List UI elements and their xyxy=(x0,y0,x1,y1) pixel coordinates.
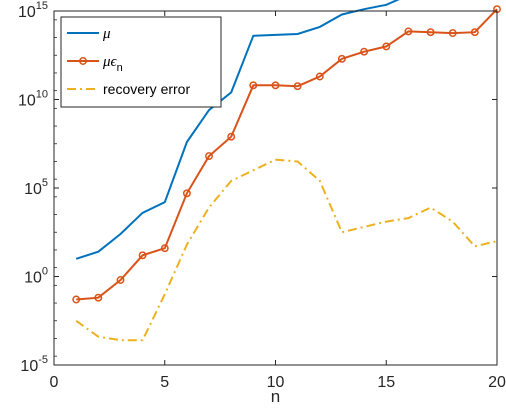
data-point xyxy=(205,152,213,161)
series-line-1 xyxy=(75,0,400,260)
data-point xyxy=(182,189,191,198)
y-tick-label: 1015 xyxy=(18,0,48,21)
y-tick-label: 105 xyxy=(24,177,48,198)
data-point xyxy=(315,72,324,81)
x-tick-label: 15 xyxy=(377,374,395,391)
data-point xyxy=(360,47,369,56)
series-layer xyxy=(72,0,501,342)
y-tick-label: 10-5 xyxy=(20,354,48,375)
data-point xyxy=(94,293,103,302)
tick-layer xyxy=(53,10,498,366)
data-point xyxy=(227,132,236,141)
series-line-3 xyxy=(75,158,498,342)
data-point xyxy=(470,28,479,37)
x-tick-label: 10 xyxy=(267,374,285,391)
data-point xyxy=(72,295,81,304)
data-point xyxy=(337,54,346,63)
legend-label: μ xyxy=(102,26,111,42)
data-point xyxy=(426,28,435,37)
legend: μ μϵn recovery error xyxy=(60,16,222,108)
data-point xyxy=(404,27,413,36)
x-axis-label: n xyxy=(271,387,280,406)
data-point xyxy=(138,251,147,260)
x-tick-label: 0 xyxy=(50,374,59,391)
y-tick-label: 100 xyxy=(24,266,48,287)
data-point xyxy=(116,276,125,284)
data-point xyxy=(382,42,391,51)
data-point xyxy=(160,244,169,253)
data-point xyxy=(293,82,302,91)
y-tick-label: 1010 xyxy=(18,89,48,110)
data-point xyxy=(271,81,280,90)
data-point xyxy=(448,29,457,38)
legend-label: recovery error xyxy=(103,81,190,97)
data-point xyxy=(249,81,258,90)
x-tick-label: 20 xyxy=(488,374,506,391)
legend-label: μϵn xyxy=(102,54,123,74)
legend-marker xyxy=(79,57,87,65)
x-tick-label: 5 xyxy=(160,374,169,391)
